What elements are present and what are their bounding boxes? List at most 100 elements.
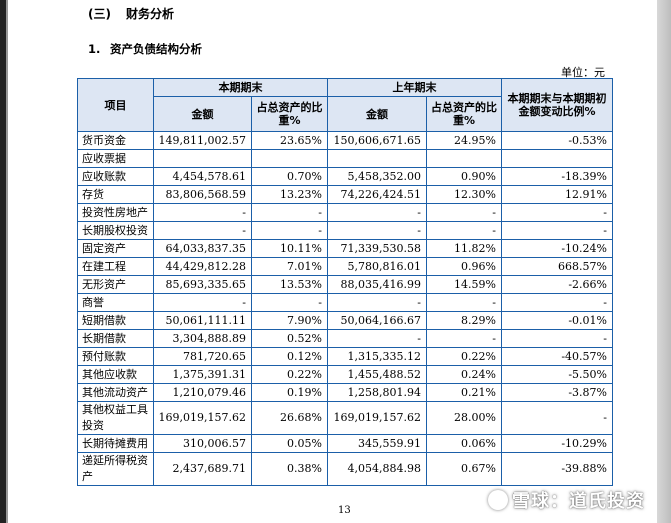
row-current-ratio: - <box>251 221 328 240</box>
row-prior-ratio: 0.67% <box>426 452 502 486</box>
row-current-amount: - <box>153 203 252 222</box>
row-prior-amount: - <box>327 329 427 348</box>
table-row: 长期借款 3,304,888.89 0.52% - - - <box>77 329 613 348</box>
row-change <box>501 149 613 168</box>
row-change: -0.53% <box>501 131 613 150</box>
row-current-amount: 44,429,812.28 <box>153 257 252 276</box>
row-item-name: 无形资产 <box>77 275 154 294</box>
row-prior-amount: 169,019,157.62 <box>327 401 427 435</box>
row-current-ratio <box>251 149 328 168</box>
row-current-amount: 310,006.57 <box>153 434 252 453</box>
row-prior-amount: - <box>327 203 427 222</box>
row-item-name: 应收票据 <box>77 149 154 168</box>
row-change: -40.57% <box>501 347 613 366</box>
row-item-name: 其他应收款 <box>77 365 154 384</box>
row-prior-amount: 1,455,488.52 <box>327 365 427 384</box>
row-prior-ratio: 11.82% <box>426 239 502 258</box>
row-item-name: 短期借款 <box>77 311 154 330</box>
row-item-name: 递延所得税资产 <box>77 452 154 486</box>
subsection-heading: 1. 资产负债结构分析 <box>88 41 202 57</box>
header-change: 本期期末与本期期初金额变动比例% <box>501 78 613 132</box>
row-current-ratio: 0.52% <box>251 329 328 348</box>
row-change: - <box>501 329 613 348</box>
watermark-text: 雪球：道氏投资 <box>512 491 645 512</box>
row-current-amount: - <box>153 221 252 240</box>
table-row: 其他应收款 1,375,391.31 0.22% 1,455,488.52 0.24% -… <box>77 365 613 384</box>
row-prior-ratio: 0.90% <box>426 167 502 186</box>
subsection-number: 1. <box>88 42 101 56</box>
row-current-amount: 149,811,002.57 <box>153 131 252 150</box>
table-row: 其他流动资产 1,210,079.46 0.19% 1,258,801.94 0.21%… <box>77 383 613 402</box>
row-item-name: 投资性房地产 <box>77 203 154 222</box>
row-item-name: 预付账款 <box>77 347 154 366</box>
row-current-ratio: 26.68% <box>251 401 328 435</box>
table-row: 长期股权投资 - - - - - <box>77 221 613 240</box>
row-prior-ratio: 0.22% <box>426 347 502 366</box>
row-prior-ratio: 24.95% <box>426 131 502 150</box>
unit-label: 单位：元 <box>561 66 605 79</box>
watermark: 雪球：道氏投资 <box>488 487 645 513</box>
table-row: 应收账款 4,454,578.61 0.70% 5,458,352.00 0.90% -1… <box>77 167 613 186</box>
row-prior-ratio: 0.24% <box>426 365 502 384</box>
row-current-amount: 50,061,111.11 <box>153 311 252 330</box>
table-row: 长期待摊费用 310,006.57 0.05% 345,559.91 0.06% -10.… <box>77 434 613 453</box>
row-item-name: 长期借款 <box>77 329 154 348</box>
header-prior-period: 上年期末 <box>327 78 502 97</box>
row-change: -10.29% <box>501 434 613 453</box>
row-item-name: 商誉 <box>77 293 154 312</box>
row-change: -5.50% <box>501 365 613 384</box>
row-prior-ratio: - <box>426 329 502 348</box>
row-change: -2.66% <box>501 275 613 294</box>
row-item-name: 长期股权投资 <box>77 221 154 240</box>
row-current-ratio: - <box>251 203 328 222</box>
row-current-ratio: 0.70% <box>251 167 328 186</box>
row-current-ratio: 13.23% <box>251 185 328 204</box>
table-body: 货币资金 149,811,002.57 23.65% 150,606,671.65 24… <box>77 131 613 486</box>
header-item: 项目 <box>77 78 154 132</box>
row-change: -0.01% <box>501 311 613 330</box>
row-change: -3.87% <box>501 383 613 402</box>
row-prior-amount: - <box>327 293 427 312</box>
table-row: 短期借款 50,061,111.11 7.90% 50,064,166.67 8.29%… <box>77 311 613 330</box>
row-prior-ratio: 0.21% <box>426 383 502 402</box>
row-current-ratio: - <box>251 293 328 312</box>
row-item-name: 固定资产 <box>77 239 154 258</box>
row-change: 12.91% <box>501 185 613 204</box>
header-prior-amount: 金额 <box>327 96 427 132</box>
table-row: 在建工程 44,429,812.28 7.01% 5,780,816.01 0.96% 6… <box>77 257 613 276</box>
row-prior-ratio: 0.06% <box>426 434 502 453</box>
row-prior-ratio: 28.00% <box>426 401 502 435</box>
row-prior-ratio: - <box>426 293 502 312</box>
row-current-amount: 1,210,079.46 <box>153 383 252 402</box>
row-prior-ratio: 8.29% <box>426 311 502 330</box>
row-item-name: 在建工程 <box>77 257 154 276</box>
balance-sheet-table: 项目 本期期末 上年期末 本期期末与本期期初金额变动比例% 金额 占总资产的比重… <box>77 78 613 486</box>
row-current-ratio: 0.19% <box>251 383 328 402</box>
row-prior-ratio <box>426 149 502 168</box>
section-heading: (三) 财务分析 <box>88 5 174 22</box>
row-current-amount: 83,806,568.59 <box>153 185 252 204</box>
row-item-name: 货币资金 <box>77 131 154 150</box>
row-item-name: 长期待摊费用 <box>77 434 154 453</box>
row-change: - <box>501 401 613 435</box>
row-prior-amount: 74,226,424.51 <box>327 185 427 204</box>
row-prior-amount <box>327 149 427 168</box>
viewer-scrollbar-area[interactable] <box>657 0 671 523</box>
row-current-amount: 781,720.65 <box>153 347 252 366</box>
viewer-left-edge <box>0 0 6 523</box>
row-current-ratio: 0.12% <box>251 347 328 366</box>
row-prior-amount: 50,064,166.67 <box>327 311 427 330</box>
row-prior-ratio: - <box>426 203 502 222</box>
header-prior-ratio: 占总资产的比重% <box>426 96 502 132</box>
row-current-amount: 85,693,335.65 <box>153 275 252 294</box>
row-prior-ratio: 14.59% <box>426 275 502 294</box>
row-current-ratio: 23.65% <box>251 131 328 150</box>
row-current-amount: 169,019,157.62 <box>153 401 252 435</box>
table-row: 递延所得税资产 2,437,689.71 0.38% 4,054,884.98 0.67… <box>77 452 613 486</box>
row-change: -18.39% <box>501 167 613 186</box>
row-current-amount <box>153 149 252 168</box>
table-row: 商誉 - - - - - <box>77 293 613 312</box>
row-change: -39.88% <box>501 452 613 486</box>
row-current-ratio: 7.01% <box>251 257 328 276</box>
row-prior-ratio: 12.30% <box>426 185 502 204</box>
